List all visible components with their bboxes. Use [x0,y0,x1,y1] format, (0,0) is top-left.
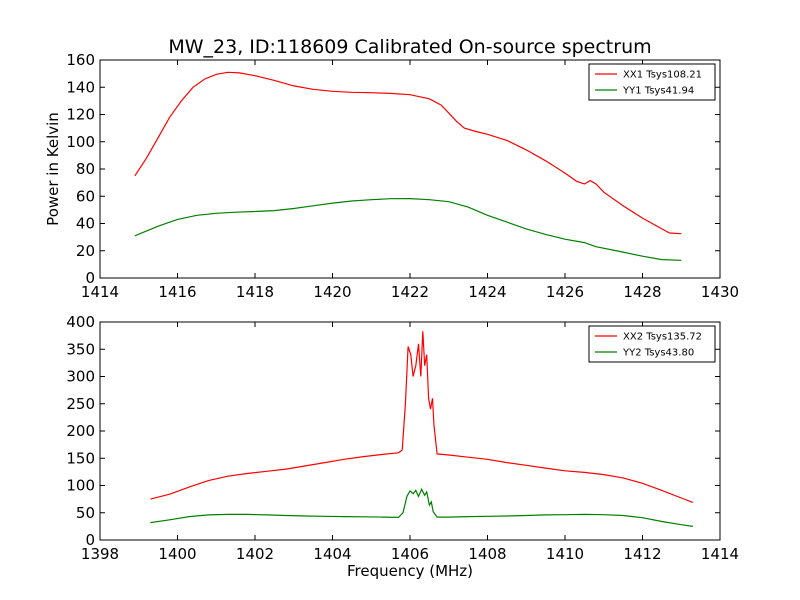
x-tick-label: 1412 [623,545,661,563]
panels: 1414 1416 1418 1420 1422 1424 1426 1428 1430 0 20 4… [44,51,739,580]
x-tick-label: 1404 [313,545,351,563]
x-tick-label: 1430 [701,283,739,301]
x-tick-label: 1418 [236,283,274,301]
series-line-yy2 [150,487,693,527]
y-tick-label: 40 [76,215,95,233]
plot-lines [150,331,694,527]
x-tick-label: 1428 [623,283,661,301]
y-tick-label: 200 [66,422,95,440]
legend-entry: YY2 Tsys43.80 [622,348,694,359]
y-tick-label: 150 [66,449,95,467]
plot-lines [134,71,682,261]
y-tick-label: 80 [76,160,95,178]
x-tick-label: 1420 [313,283,351,301]
x-tick-label: 1406 [391,545,429,563]
legend: XX1 Tsys108.21 YY1 Tsys41.94 [588,63,716,101]
x-axis-label: Frequency (MHz) [347,562,473,580]
figure-title: MW_23, ID:118609 Calibrated On-source sp… [168,36,651,58]
x-tick-label: 1424 [468,283,506,301]
y-tick-label: 100 [66,477,95,495]
x-tick-label: 1414 [81,283,119,301]
legend-entry: XX1 Tsys108.21 [623,70,702,81]
y-tick-label: 160 [66,51,95,69]
series-line-xx2 [150,331,694,503]
y-tick-label: 50 [76,504,95,522]
y-tick-label: 400 [66,313,95,331]
x-tick-label: 1398 [81,545,119,563]
x-tick-label: 1410 [546,545,584,563]
y-tick-label: 120 [66,106,95,124]
x-tick-label: 1402 [236,545,274,563]
x-tick-label: 1416 [158,283,196,301]
y-tick-label: 20 [76,242,95,260]
x-tick-label: 1408 [468,545,506,563]
y-tick-label: 60 [76,187,95,205]
y-tick-label: 350 [66,340,95,358]
x-tick-label: 1414 [701,545,739,563]
legend-entry: YY1 Tsys41.94 [622,86,694,97]
series-line-xx1 [134,71,682,235]
x-tick-label: 1400 [158,545,196,563]
chart-panel-1: 1414 1416 1418 1420 1422 1424 1426 1428 1430 0 20 4… [44,51,739,301]
x-tick-label: 1426 [546,283,584,301]
y-tick-label: 250 [66,395,95,413]
series-line-yy1 [134,197,682,261]
x-tick-label: 1422 [391,283,429,301]
legend-entry: XX2 Tsys135.72 [623,332,702,343]
y-tick-label: 100 [66,133,95,151]
legend: XX2 Tsys135.72 YY2 Tsys43.80 [588,325,716,363]
y-tick-label: 0 [85,269,95,287]
y-tick-label: 140 [66,78,95,96]
y-tick-label: 0 [85,531,95,549]
y-axis-label: Power in Kelvin [44,112,62,226]
y-tick-label: 300 [66,368,95,386]
legend-box [588,63,716,101]
legend-box [588,325,716,363]
chart-panel-2: 1398 1400 1402 1404 1406 1408 1410 1412 1414 0 50 1… [66,313,739,580]
